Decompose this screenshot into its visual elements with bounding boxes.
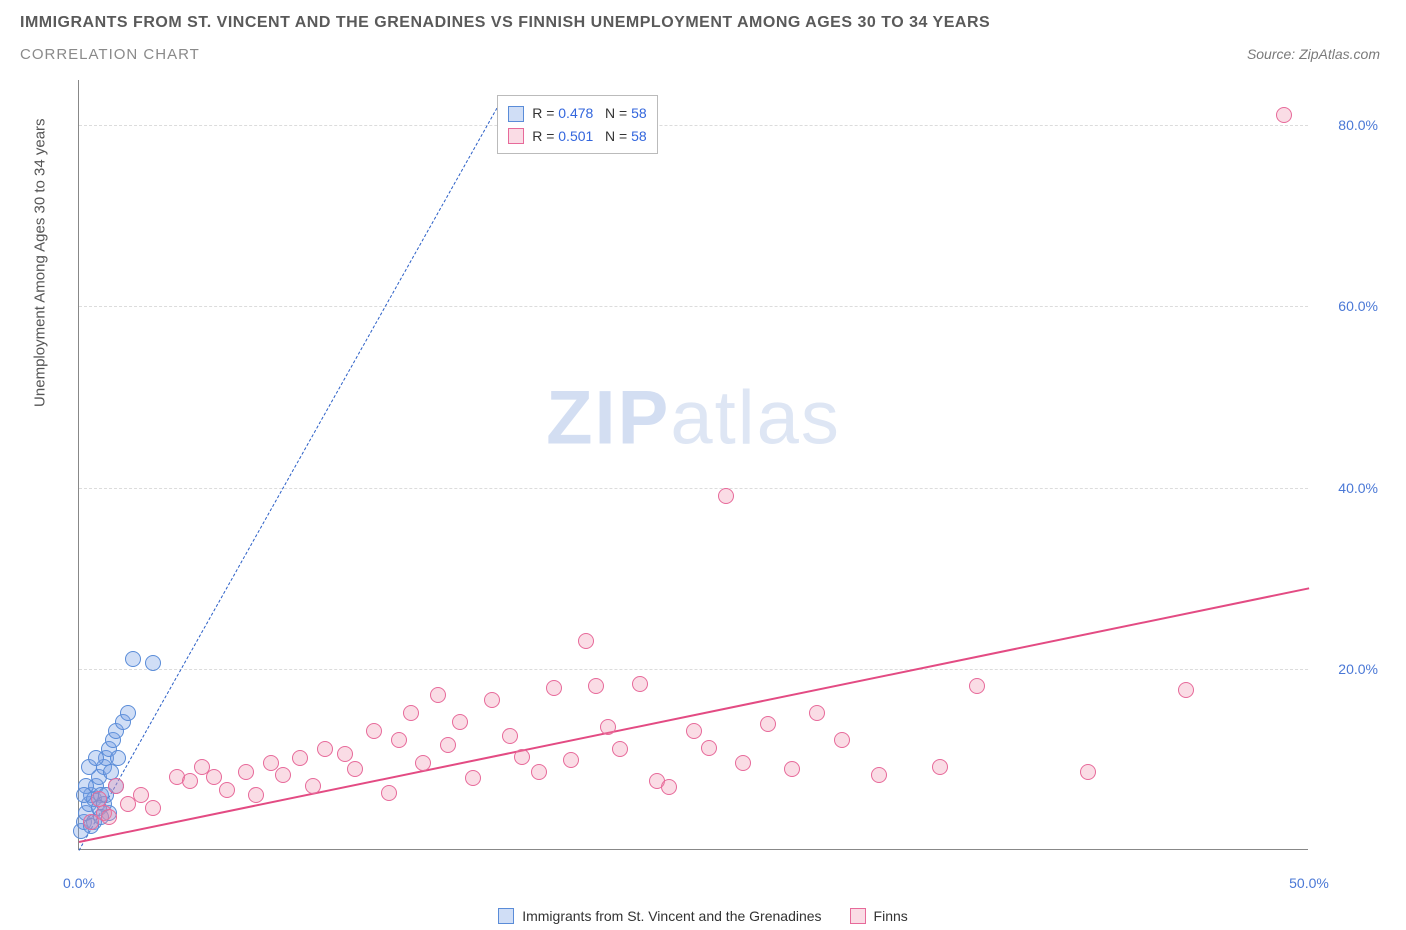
data-point-pink [415, 755, 431, 771]
data-point-pink [1178, 682, 1194, 698]
trend-line-pink [79, 587, 1309, 843]
data-point-pink [484, 692, 500, 708]
stats-text: R = 0.501 N = 58 [532, 125, 646, 147]
data-point-pink [686, 723, 702, 739]
x-tick-label: 0.0% [63, 875, 95, 891]
stats-text: R = 0.478 N = 58 [532, 102, 646, 124]
data-point-pink [219, 782, 235, 798]
data-point-pink [969, 678, 985, 694]
data-point-pink [452, 714, 468, 730]
data-point-pink [381, 785, 397, 801]
gridline [79, 306, 1308, 307]
x-tick-label: 50.0% [1289, 875, 1329, 891]
data-point-pink [366, 723, 382, 739]
gridline [79, 669, 1308, 670]
data-point-pink [834, 732, 850, 748]
scatter-plot-area: ZIPatlas 20.0%40.0%60.0%80.0%0.0%50.0%R … [78, 80, 1308, 850]
data-point-blue [110, 750, 126, 766]
data-point-pink [337, 746, 353, 762]
trend-line-blue [79, 107, 498, 850]
data-point-pink [465, 770, 481, 786]
data-point-pink [305, 778, 321, 794]
data-point-pink [440, 737, 456, 753]
data-point-blue [120, 705, 136, 721]
data-point-blue [88, 750, 104, 766]
data-point-blue [76, 787, 92, 803]
data-point-pink [347, 761, 363, 777]
data-point-pink [108, 778, 124, 794]
y-tick-label: 60.0% [1338, 298, 1378, 314]
data-point-pink [206, 769, 222, 785]
legend-label: Finns [874, 908, 908, 924]
data-point-pink [91, 791, 107, 807]
bottom-legend-item: Finns [850, 908, 908, 924]
data-point-pink [145, 800, 161, 816]
data-point-pink [588, 678, 604, 694]
data-point-pink [578, 633, 594, 649]
watermark: ZIPatlas [546, 375, 841, 462]
data-point-pink [502, 728, 518, 744]
data-point-pink [612, 741, 628, 757]
bottom-legend-item: Immigrants from St. Vincent and the Gren… [498, 908, 821, 924]
data-point-pink [182, 773, 198, 789]
data-point-pink [809, 705, 825, 721]
chart-title-line1: IMMIGRANTS FROM ST. VINCENT AND THE GREN… [20, 14, 990, 32]
stats-legend-row: R = 0.478 N = 58 [508, 102, 646, 124]
data-point-pink [718, 488, 734, 504]
bottom-legend: Immigrants from St. Vincent and the Gren… [0, 908, 1406, 924]
data-point-pink [317, 741, 333, 757]
watermark-bold: ZIP [546, 376, 670, 461]
data-point-pink [248, 787, 264, 803]
data-point-pink [546, 680, 562, 696]
y-axis-label: Unemployment Among Ages 30 to 34 years [32, 118, 49, 407]
y-tick-label: 20.0% [1338, 661, 1378, 677]
data-point-pink [292, 750, 308, 766]
data-point-pink [430, 687, 446, 703]
y-tick-label: 40.0% [1338, 480, 1378, 496]
data-point-pink [1080, 764, 1096, 780]
y-tick-label: 80.0% [1338, 117, 1378, 133]
gridline [79, 488, 1308, 489]
data-point-pink [514, 749, 530, 765]
legend-swatch [498, 908, 514, 924]
data-point-pink [403, 705, 419, 721]
data-point-pink [391, 732, 407, 748]
data-point-pink [932, 759, 948, 775]
chart-container: Unemployment Among Ages 30 to 34 years Z… [50, 80, 1386, 890]
watermark-light: atlas [670, 376, 841, 461]
data-point-pink [275, 767, 291, 783]
legend-label: Immigrants from St. Vincent and the Gren… [522, 908, 821, 924]
legend-swatch [508, 106, 524, 122]
data-point-pink [701, 740, 717, 756]
data-point-pink [735, 755, 751, 771]
data-point-pink [661, 779, 677, 795]
data-point-blue [145, 655, 161, 671]
data-point-pink [871, 767, 887, 783]
legend-swatch [508, 128, 524, 144]
data-point-pink [1276, 107, 1292, 123]
data-point-pink [760, 716, 776, 732]
data-point-pink [632, 676, 648, 692]
source-attribution: Source: ZipAtlas.com [1247, 46, 1380, 62]
gridline [79, 125, 1308, 126]
data-point-pink [600, 719, 616, 735]
data-point-pink [238, 764, 254, 780]
data-point-pink [784, 761, 800, 777]
stats-legend: R = 0.478 N = 58R = 0.501 N = 58 [497, 95, 657, 154]
chart-title-line2: CORRELATION CHART [20, 46, 200, 63]
data-point-pink [531, 764, 547, 780]
data-point-blue [125, 651, 141, 667]
legend-swatch [850, 908, 866, 924]
data-point-pink [563, 752, 579, 768]
data-point-pink [133, 787, 149, 803]
stats-legend-row: R = 0.501 N = 58 [508, 125, 646, 147]
data-point-pink [101, 809, 117, 825]
